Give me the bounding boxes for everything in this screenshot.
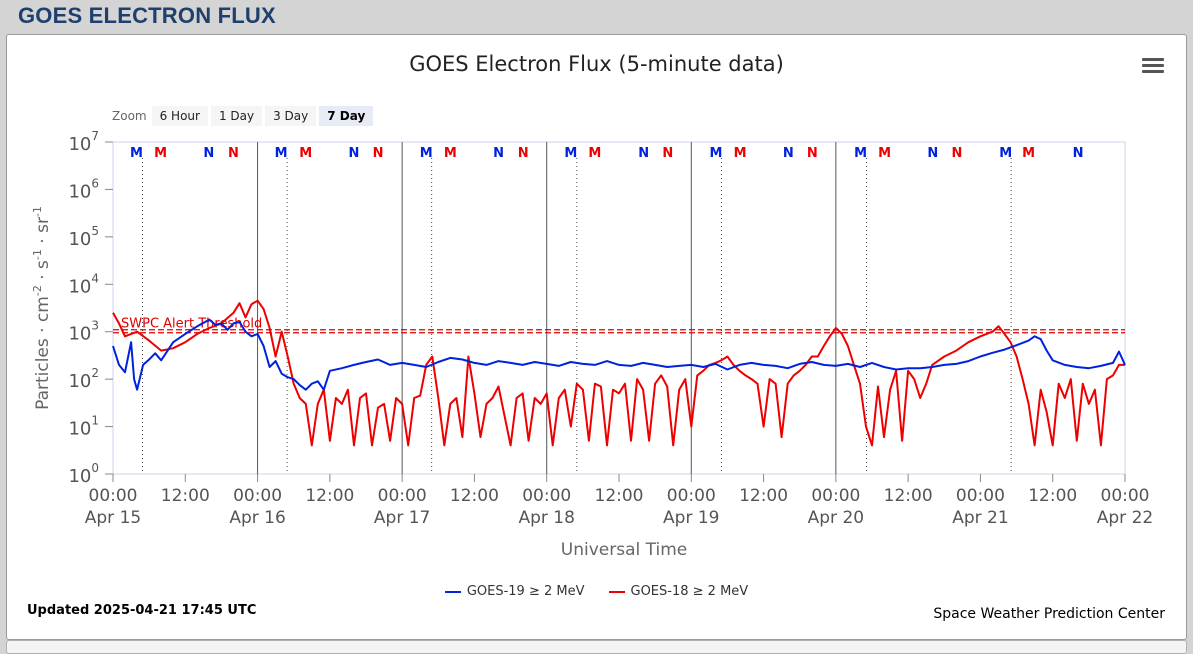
annotation-label: N [783, 146, 794, 161]
annotation-label: M [710, 146, 723, 161]
updated-timestamp: Updated 2025-04-21 17:45 UTC [27, 603, 257, 618]
legend-label-goes-19: GOES-19 ≥ 2 MeV [466, 584, 585, 599]
annotation-label: M [444, 146, 457, 161]
legend-label-goes-18: GOES-18 ≥ 2 MeV [630, 584, 749, 599]
legend-item-goes-18[interactable]: GOES-18 ≥ 2 MeV [608, 584, 749, 599]
annotation-label: N [807, 146, 818, 161]
x-tick-time-label: 12:00 [1028, 486, 1077, 506]
x-tick-time-label: 00:00 [522, 486, 571, 506]
x-tick-time-label: 12:00 [450, 486, 499, 506]
zoom-label: Zoom [112, 109, 147, 123]
chart-title: GOES Electron Flux (5-minute data) [409, 52, 784, 76]
page-header: GOES ELECTRON FLUX [0, 0, 1193, 34]
chart-menu-icon[interactable] [1142, 58, 1164, 78]
x-tick-time-label: 12:00 [305, 486, 354, 506]
page-title: GOES ELECTRON FLUX [18, 3, 276, 28]
annotation-label: N [228, 146, 239, 161]
y-tick-label: 101 [68, 414, 99, 440]
annotation-label: M [854, 146, 867, 161]
x-tick-date-label: Apr 21 [952, 508, 1008, 528]
x-tick-time-label: 00:00 [667, 486, 716, 506]
annotation-label: N [927, 146, 938, 161]
zoom-3-day-button[interactable]: 3 Day [265, 106, 317, 126]
x-tick-date-label: Apr 16 [229, 508, 285, 528]
x-tick-time-label: 00:00 [89, 486, 138, 506]
y-tick-label: 106 [68, 176, 99, 202]
zoom-1-day-button[interactable]: 1 Day [210, 106, 263, 126]
x-tick-time-label: 00:00 [811, 486, 860, 506]
chart-panel [6, 34, 1187, 640]
annotation-label: M [999, 146, 1012, 161]
annotation-label: M [564, 146, 577, 161]
zoom-control: Zoom 6 Hour 1 Day 3 Day 7 Day [112, 104, 376, 128]
legend-item-goes-19[interactable]: GOES-19 ≥ 2 MeV [444, 584, 585, 599]
annotation-label: M [420, 146, 433, 161]
annotation-label: M [1022, 146, 1035, 161]
credit-text: Space Weather Prediction Center [933, 606, 1165, 622]
x-tick-time-label: 00:00 [233, 486, 282, 506]
legend-swatch-goes-18 [608, 590, 625, 593]
annotation-label: N [1073, 146, 1084, 161]
y-tick-label: 107 [68, 129, 99, 155]
legend-swatch-goes-19 [444, 590, 461, 593]
y-tick-label: 105 [68, 224, 99, 250]
y-tick-label: 102 [68, 366, 99, 392]
x-tick-date-label: Apr 15 [85, 508, 141, 528]
annotation-label: N [373, 146, 384, 161]
zoom-6-hour-button[interactable]: 6 Hour [151, 106, 208, 126]
annotation-label: M [588, 146, 601, 161]
y-tick-label: 104 [68, 271, 99, 297]
y-axis-title: Particles · cm-2 · s-1 · sr-1 [31, 206, 53, 410]
x-tick-time-label: 00:00 [1101, 486, 1150, 506]
x-tick-date-label: Apr 19 [663, 508, 719, 528]
plot-area [112, 141, 1126, 475]
annotation-label: N [349, 146, 360, 161]
annotation-label: M [130, 146, 143, 161]
x-tick-time-label: 00:00 [378, 486, 427, 506]
annotation-label: N [203, 146, 214, 161]
y-tick-label: 100 [68, 461, 99, 487]
x-tick-time-label: 12:00 [739, 486, 788, 506]
annotation-label: N [518, 146, 529, 161]
annotation-label: N [951, 146, 962, 161]
annotation-label: N [493, 146, 504, 161]
x-tick-time-label: 00:00 [956, 486, 1005, 506]
x-tick-time-label: 12:00 [595, 486, 644, 506]
annotation-label: M [154, 146, 167, 161]
x-tick-date-label: Apr 20 [808, 508, 864, 528]
x-tick-date-label: Apr 17 [374, 508, 430, 528]
annotation-label: M [878, 146, 891, 161]
series-line-goes-18 [112, 299, 1125, 447]
series-line-goes-19 [112, 318, 1126, 391]
zoom-7-day-button[interactable]: 7 Day [319, 106, 374, 126]
x-tick-date-label: Apr 18 [518, 508, 574, 528]
annotation-label: M [275, 146, 288, 161]
annotation-label: N [638, 146, 649, 161]
annotation-label: M [734, 146, 747, 161]
x-tick-time-label: 12:00 [884, 486, 933, 506]
x-tick-date-label: Apr 22 [1097, 508, 1153, 528]
x-tick-time-label: 12:00 [161, 486, 210, 506]
annotation-label: M [299, 146, 312, 161]
legend: GOES-19 ≥ 2 MeV GOES-18 ≥ 2 MeV [0, 584, 1193, 599]
y-tick-label: 103 [68, 319, 99, 345]
x-axis-title: Universal Time [561, 540, 687, 560]
annotation-label: N [662, 146, 673, 161]
